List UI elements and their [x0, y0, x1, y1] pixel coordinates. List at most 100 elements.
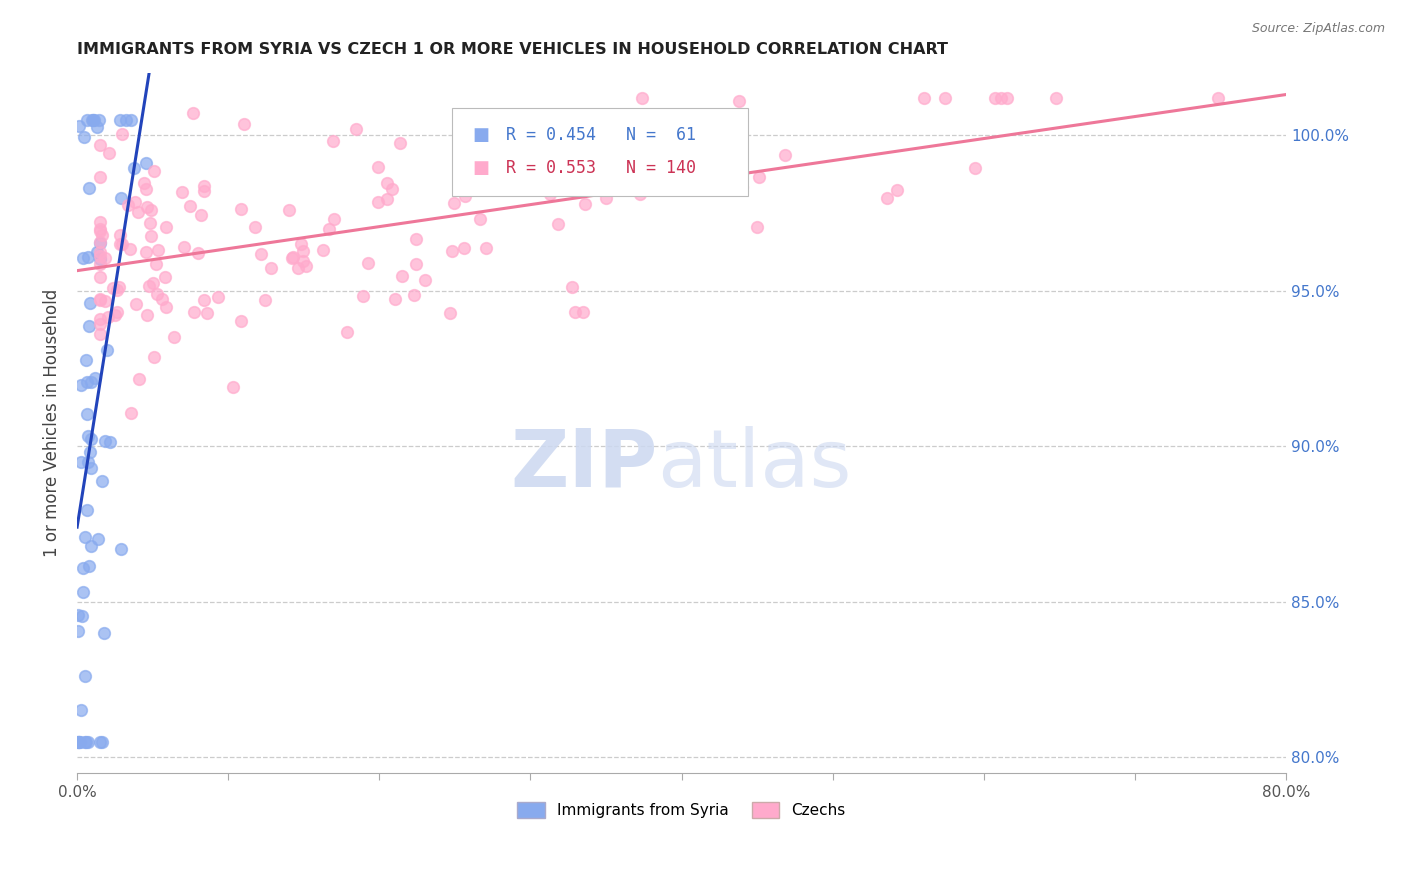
Point — [454, 189, 477, 203]
Point — [136, 308, 159, 322]
Point — [155, 300, 177, 314]
Point — [93, 625, 115, 640]
Text: R = 0.553   N = 140: R = 0.553 N = 140 — [506, 159, 696, 177]
Point — [283, 250, 305, 264]
Text: Source: ZipAtlas.com: Source: ZipAtlas.com — [1251, 22, 1385, 36]
Point — [190, 208, 212, 222]
Point — [114, 112, 136, 127]
Point — [295, 259, 318, 273]
Point — [249, 247, 271, 261]
Point — [344, 121, 367, 136]
Point — [170, 186, 193, 200]
Point — [77, 428, 100, 442]
Point — [231, 313, 253, 327]
Point — [75, 669, 97, 683]
Point — [207, 290, 229, 304]
Point — [70, 703, 93, 717]
Point — [98, 435, 121, 450]
Point — [124, 195, 146, 210]
Point — [367, 160, 389, 174]
Point — [94, 294, 117, 309]
Point — [381, 182, 404, 196]
Point — [94, 251, 117, 265]
Point — [82, 112, 104, 127]
Point — [89, 734, 111, 748]
Point — [66, 624, 89, 638]
Point — [104, 308, 127, 322]
Point — [135, 182, 157, 196]
Point — [142, 164, 165, 178]
Point — [89, 270, 111, 285]
Point — [107, 283, 129, 297]
Point — [323, 211, 346, 226]
Point — [84, 371, 107, 385]
Point — [934, 91, 956, 105]
Point — [142, 276, 165, 290]
Point — [278, 202, 301, 217]
Point — [79, 461, 101, 475]
Point — [135, 200, 157, 214]
Point — [67, 734, 90, 748]
Point — [352, 289, 374, 303]
Point — [886, 183, 908, 197]
Point — [454, 152, 477, 166]
Point — [475, 242, 498, 256]
Point — [79, 539, 101, 553]
Point — [72, 585, 94, 599]
Point — [384, 292, 406, 306]
Point — [441, 244, 464, 258]
Point — [443, 195, 465, 210]
Point — [146, 286, 169, 301]
Point — [181, 105, 204, 120]
Point — [73, 130, 96, 145]
Point — [183, 305, 205, 319]
Point — [69, 734, 91, 748]
Point — [89, 249, 111, 263]
Point — [86, 120, 108, 134]
Point — [75, 734, 97, 748]
Point — [83, 112, 105, 127]
Point — [89, 221, 111, 235]
Point — [357, 255, 380, 269]
Point — [86, 244, 108, 259]
Point — [91, 734, 114, 748]
Point — [96, 343, 118, 357]
Point — [72, 251, 94, 265]
Point — [367, 194, 389, 209]
Point — [291, 244, 314, 258]
Point — [118, 243, 141, 257]
Point — [405, 257, 427, 271]
Point — [748, 169, 770, 184]
Point — [70, 377, 93, 392]
Point — [391, 268, 413, 283]
Point — [89, 245, 111, 260]
Point — [76, 408, 98, 422]
Point — [77, 318, 100, 333]
Point — [66, 734, 89, 748]
Point — [162, 330, 184, 344]
Point — [122, 161, 145, 176]
Point — [312, 244, 335, 258]
Point — [143, 350, 166, 364]
Text: atlas: atlas — [658, 426, 852, 504]
Point — [97, 310, 120, 324]
Point — [138, 279, 160, 293]
Point — [439, 306, 461, 320]
Legend: Immigrants from Syria, Czechs: Immigrants from Syria, Czechs — [512, 797, 852, 824]
Point — [389, 136, 412, 151]
Point — [731, 180, 754, 194]
Point — [231, 202, 253, 217]
Point — [990, 91, 1012, 105]
Point — [139, 216, 162, 230]
Point — [574, 197, 596, 211]
Point — [963, 161, 986, 175]
Point — [72, 561, 94, 575]
Point — [728, 94, 751, 108]
Point — [75, 734, 97, 748]
Point — [89, 170, 111, 185]
Point — [110, 541, 132, 556]
Point — [110, 191, 132, 205]
Point — [538, 187, 561, 202]
Text: ZIP: ZIP — [510, 426, 658, 504]
Point — [775, 148, 797, 162]
